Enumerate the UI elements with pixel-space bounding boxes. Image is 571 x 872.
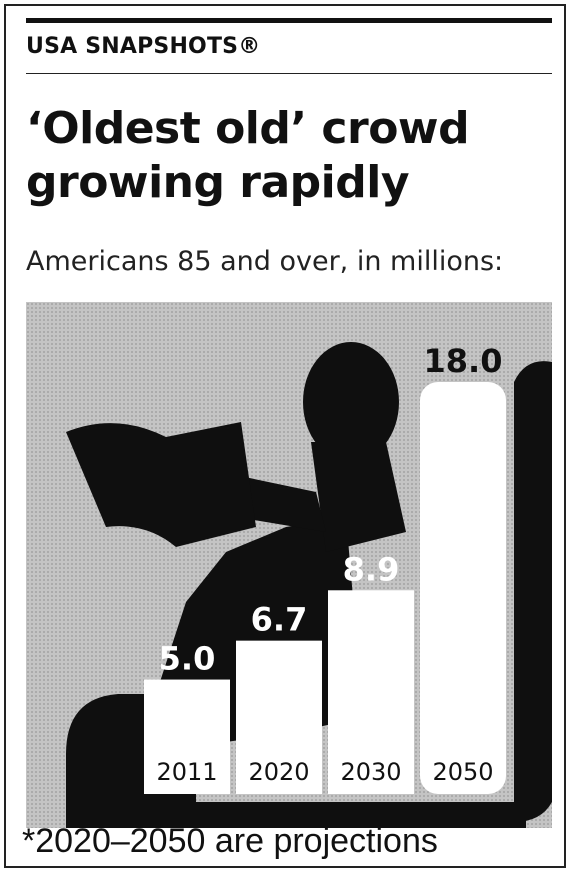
headline-line-2: growing rapidly [26, 157, 410, 208]
category-label-2011: 2011 [156, 758, 217, 786]
brand-label: USA SNAPSHOTS® [26, 34, 261, 59]
bar-chart: 5.0 2011 6.7 2020 8.9 2030 18.0 2050 [26, 302, 552, 828]
brand-divider [26, 73, 552, 74]
category-label-2030: 2030 [340, 758, 401, 786]
value-label-2030: 8.9 [343, 550, 400, 588]
chart-subtitle: Americans 85 and over, in millions: [26, 246, 504, 277]
headline-line-1: ‘Oldest old’ crowd [26, 103, 470, 154]
bar-2020 [236, 640, 322, 794]
bar-2011 [144, 679, 230, 794]
top-rule [26, 18, 552, 23]
bar-2050 [420, 382, 506, 794]
value-label-2020: 6.7 [251, 601, 308, 639]
value-label-2011: 5.0 [159, 640, 216, 678]
category-label-2020: 2020 [248, 758, 309, 786]
category-label-2050: 2050 [432, 758, 493, 786]
value-label-2050: 18.0 [424, 342, 503, 380]
bars-layer: 5.0 2011 6.7 2020 8.9 2030 18.0 2050 [144, 342, 506, 794]
bar-2030 [328, 590, 414, 794]
headline: ‘Oldest old’ crowd growing rapidly [26, 102, 556, 210]
footnote: *2020–2050 are projections [22, 822, 438, 860]
